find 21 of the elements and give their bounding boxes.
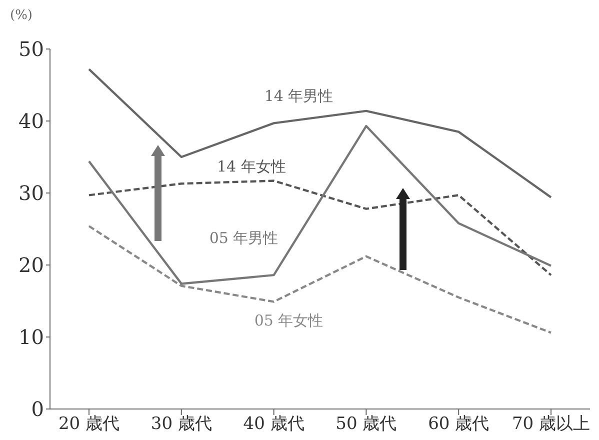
x-tick-label: 50 歳代 — [336, 414, 397, 434]
y-tick-label: 40 — [18, 109, 44, 134]
y-tick-label: 20 — [18, 253, 44, 278]
x-tick-label: 20 歳代 — [58, 414, 120, 434]
series-label: 14 年女性 — [216, 158, 286, 176]
y-tick-label: 0 — [31, 397, 44, 422]
x-tick-label: 60 歳代 — [428, 414, 490, 434]
line-series — [88, 68, 552, 198]
x-tick-label: 30 歳代 — [150, 414, 212, 434]
line-series — [88, 180, 552, 276]
x-tick-label: 40 歳代 — [243, 414, 304, 434]
series-label: 05 年男性 — [209, 229, 278, 248]
line-series — [88, 124, 552, 285]
line-series — [88, 225, 552, 334]
y-axis-title: (%) — [10, 8, 32, 23]
series-label: 14 年男性 — [264, 87, 334, 106]
y-tick-label: 30 — [18, 181, 44, 206]
y-tick-label: 10 — [18, 325, 44, 350]
y-tick-label: 50 — [18, 37, 44, 62]
x-tick-label: 70 歳以上 — [512, 414, 590, 434]
series-label: 05 年女性 — [254, 312, 324, 330]
